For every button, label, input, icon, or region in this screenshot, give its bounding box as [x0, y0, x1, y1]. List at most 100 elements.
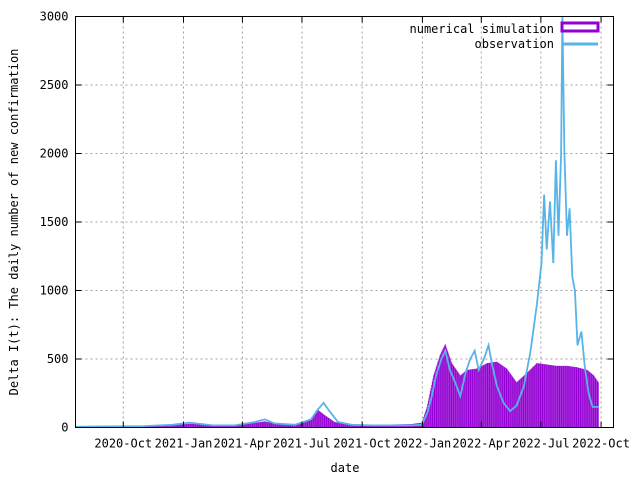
simulation-bar [173, 424, 175, 428]
simulation-bar [336, 422, 337, 428]
simulation-bar [465, 371, 466, 428]
y-tick-label: 0 [61, 421, 68, 435]
simulation-bar [234, 425, 235, 428]
simulation-bar [469, 369, 471, 428]
simulation-bar [240, 424, 242, 428]
simulation-bar [565, 365, 567, 428]
simulation-bar [482, 365, 483, 428]
simulation-bar [316, 411, 317, 428]
x-axis-label: date [331, 461, 360, 475]
simulation-bar [523, 375, 525, 428]
simulation-bar [484, 364, 486, 428]
simulation-bar [345, 423, 347, 428]
simulation-bar [161, 425, 163, 428]
simulation-bar [429, 391, 431, 428]
simulation-bar [173, 424, 175, 428]
simulation-bar [597, 381, 599, 428]
simulation-bar [310, 420, 311, 428]
simulation-bar [465, 370, 467, 428]
simulation-bar [348, 424, 350, 428]
simulation-bar [434, 371, 436, 428]
simulation-bar [566, 365, 568, 428]
simulation-bar [527, 372, 529, 428]
simulation-bar [160, 425, 161, 428]
simulation-bar [484, 364, 485, 428]
simulation-bar [581, 368, 583, 428]
simulation-bar [532, 366, 534, 428]
simulation-bar [583, 368, 584, 428]
simulation-bar [552, 365, 553, 428]
simulation-bar [268, 422, 269, 428]
simulation-bar [289, 424, 290, 428]
simulation-bar [274, 423, 276, 428]
simulation-bar [592, 374, 594, 428]
simulation-bar [344, 423, 346, 428]
simulation-bar [298, 423, 300, 428]
simulation-bar [498, 363, 500, 428]
simulation-bar [495, 361, 497, 428]
simulation-bar [206, 424, 207, 428]
simulation-bar [204, 424, 206, 428]
simulation-bar [350, 424, 351, 428]
simulation-bar [254, 422, 256, 428]
simulation-bar [211, 425, 213, 428]
simulation-bar [509, 372, 510, 428]
simulation-bar [443, 346, 445, 428]
simulation-bar [294, 424, 296, 428]
simulation-bar [266, 421, 268, 428]
simulation-bar [264, 421, 265, 428]
simulation-bar [172, 424, 174, 428]
simulation-bar [524, 375, 525, 428]
simulation-bar [250, 423, 252, 428]
simulation-bar [445, 345, 447, 428]
simulation-bar [194, 423, 196, 428]
simulation-bar [179, 424, 181, 428]
simulation-bar [558, 365, 559, 428]
simulation-bar [346, 423, 347, 428]
simulation-bar [512, 376, 514, 428]
simulation-bar [156, 425, 158, 428]
simulation-bar [164, 425, 166, 428]
simulation-bar [588, 371, 589, 428]
simulation-bar [153, 425, 155, 428]
simulation-bar [432, 378, 434, 428]
simulation-bar [476, 368, 478, 428]
simulation-bar [283, 424, 285, 428]
simulation-bar [281, 424, 283, 428]
simulation-bar [452, 365, 454, 428]
simulation-bar [467, 369, 468, 428]
simulation-bar [287, 424, 288, 428]
simulation-bar [473, 369, 474, 428]
simulation-bar [478, 367, 480, 428]
simulation-bar [229, 425, 231, 428]
simulation-bar [461, 373, 463, 428]
simulation-bar [308, 420, 309, 428]
simulation-bar [233, 425, 235, 428]
simulation-bar [248, 423, 250, 428]
simulation-bar [488, 362, 490, 428]
simulation-bar [288, 424, 290, 428]
simulation-bar [487, 363, 489, 428]
simulation-bar [257, 422, 258, 428]
simulation-bar [437, 361, 439, 428]
simulation-bar [496, 361, 498, 428]
simulation-bar [251, 423, 253, 428]
simulation-bar [562, 365, 563, 428]
simulation-bar [190, 423, 192, 428]
simulation-bar [444, 345, 445, 428]
simulation-bar [302, 422, 303, 428]
simulation-bar [454, 367, 456, 428]
simulation-bar [347, 423, 349, 428]
simulation-bar [454, 366, 455, 428]
simulation-bar [203, 424, 205, 428]
simulation-bar [576, 367, 578, 428]
simulation-bar [311, 418, 313, 428]
simulation-bar [357, 424, 358, 428]
simulation-bar [586, 369, 588, 428]
simulation-bar [253, 422, 255, 428]
simulation-bar [470, 369, 472, 428]
simulation-bar [243, 424, 245, 428]
x-tick-label: 2021-Apr [213, 437, 271, 451]
simulation-bar [202, 424, 203, 428]
simulation-bar [185, 424, 186, 428]
